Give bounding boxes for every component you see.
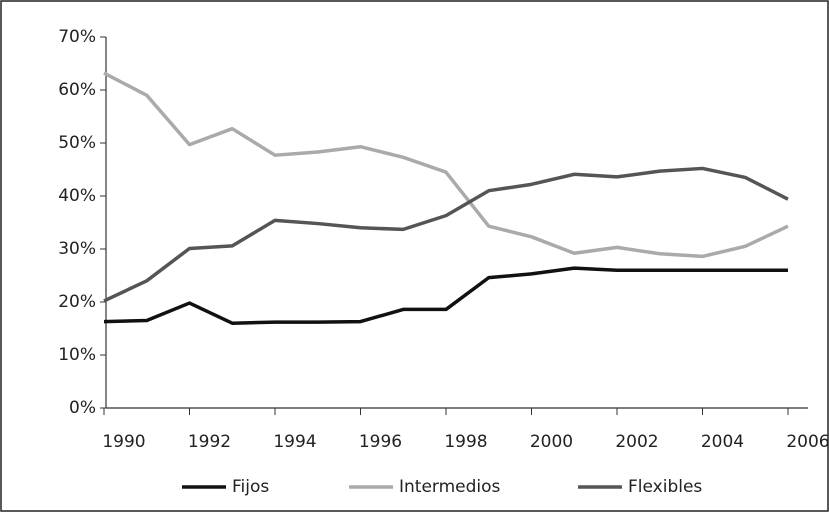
x-tick-label: 2006 <box>786 432 829 452</box>
legend-label: Flexibles <box>628 477 702 497</box>
x-tick-label: 1994 <box>273 432 316 452</box>
y-tick-label: 20% <box>58 292 96 312</box>
y-tick-label: 0% <box>69 398 96 418</box>
y-tick-label: 60% <box>58 80 96 100</box>
legend-label: Intermedios <box>399 477 501 497</box>
legend-label: Fijos <box>232 477 269 497</box>
x-tick-label: 2002 <box>615 432 658 452</box>
x-tick-label: 2004 <box>701 432 744 452</box>
y-tick-label: 40% <box>58 186 96 206</box>
y-tick-label: 70% <box>58 27 96 47</box>
series-line <box>103 166 789 303</box>
series-line <box>103 266 788 325</box>
x-tick-label: 1998 <box>444 432 487 452</box>
x-tick-label: 1990 <box>102 432 145 452</box>
y-tick-label: 10% <box>58 345 96 365</box>
y-tick-label: 30% <box>58 239 96 259</box>
x-tick-label: 1992 <box>188 432 231 452</box>
y-tick-label: 50% <box>58 133 96 153</box>
x-tick-label: 1996 <box>359 432 402 452</box>
x-tick-label: 2000 <box>530 432 573 452</box>
series-line <box>103 71 789 259</box>
